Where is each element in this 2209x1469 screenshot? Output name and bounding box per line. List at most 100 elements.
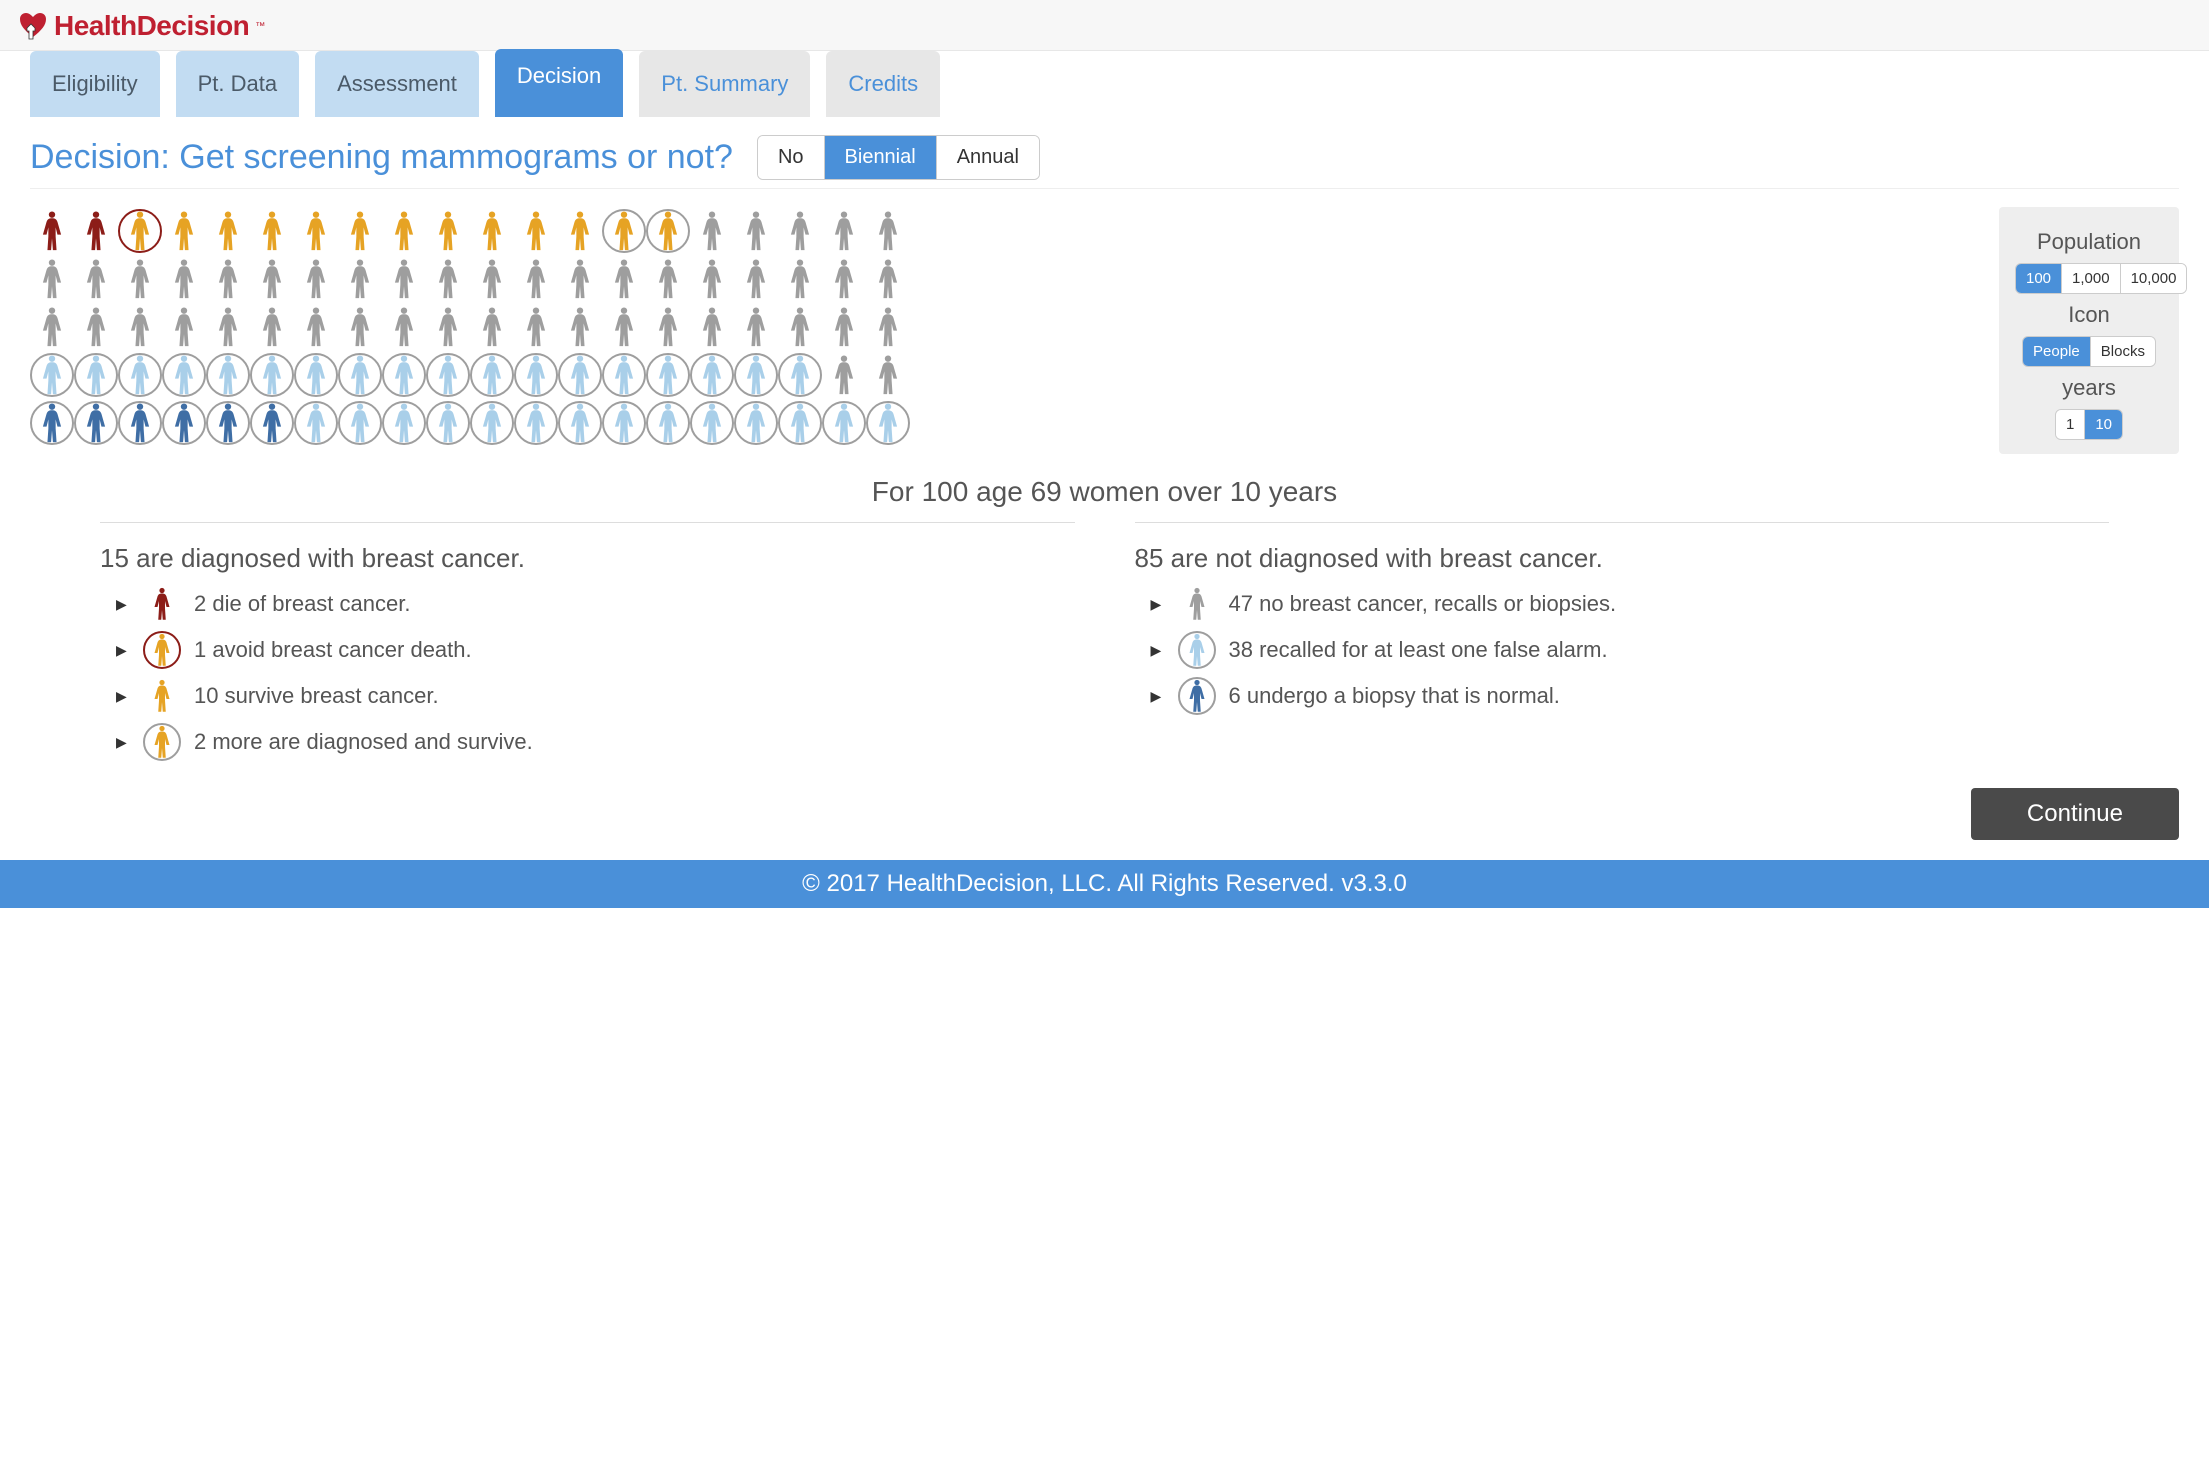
legend-item-text: 47 no breast cancer, recalls or biopsies… (1229, 591, 1617, 617)
content: Decision: Get screening mammograms or no… (0, 117, 2209, 778)
tab-credits[interactable]: Credits (826, 51, 940, 117)
icon-array-person (74, 207, 118, 255)
icon-people[interactable]: People (2023, 337, 2090, 366)
icon-array-person (646, 303, 690, 351)
icon-array-person (382, 255, 426, 303)
icon-array-person (250, 351, 294, 399)
icon-array-person (294, 351, 338, 399)
legend-person-icon (142, 722, 182, 762)
icon-array-person (338, 399, 382, 447)
icon-array-person (470, 255, 514, 303)
years-label: years (2015, 375, 2163, 401)
legend-item[interactable]: ▶ 47 no breast cancer, recalls or biopsie… (1135, 584, 2110, 624)
years-10[interactable]: 10 (2084, 410, 2122, 439)
icon-array-person (690, 351, 734, 399)
icon-array-person (646, 351, 690, 399)
legend-item[interactable]: ▶2 more are diagnosed and survive. (100, 722, 1075, 762)
headline-row: Decision: Get screening mammograms or no… (30, 135, 2179, 189)
icon-array-person (162, 351, 206, 399)
icon-array-person (470, 303, 514, 351)
frequency-toggle: No Biennial Annual (757, 135, 1040, 180)
icon-label: Icon (2015, 302, 2163, 328)
expand-icon: ▶ (1151, 688, 1165, 705)
icon-array-person (426, 399, 470, 447)
years-1[interactable]: 1 (2056, 410, 2084, 439)
legend-item[interactable]: ▶1 avoid breast cancer death. (100, 630, 1075, 670)
icon-array-person (822, 207, 866, 255)
icon-array-person (30, 255, 74, 303)
continue-button[interactable]: Continue (1971, 788, 2179, 840)
icon-array-person (30, 399, 74, 447)
icon-array-person (822, 399, 866, 447)
icon-array-person (558, 207, 602, 255)
icon-array-person (206, 399, 250, 447)
icon-array-person (118, 351, 162, 399)
legend-item[interactable]: ▶38 recalled for at least one false alar… (1135, 630, 2110, 670)
tab-bar: Eligibility Pt. Data Assessment Decision… (0, 51, 2209, 117)
legend-person-icon (142, 630, 182, 670)
legend-item[interactable]: ▶6 undergo a biopsy that is normal. (1135, 676, 2110, 716)
icon-array-person (206, 351, 250, 399)
icon-array-person (294, 303, 338, 351)
icon-array-person (30, 207, 74, 255)
icon-array-person (118, 207, 162, 255)
population-caption: For 100 age 69 women over 10 years (30, 476, 2179, 508)
legend-item-text: 2 die of breast cancer. (194, 591, 410, 617)
icon-array-person (778, 255, 822, 303)
freq-biennial[interactable]: Biennial (824, 136, 936, 179)
icon-array-person (426, 351, 470, 399)
icon-array-person (426, 303, 470, 351)
expand-icon: ▶ (116, 596, 130, 613)
icon-array-person (866, 351, 910, 399)
icon-array-person (382, 303, 426, 351)
footer: © 2017 HealthDecision, LLC. All Rights R… (0, 860, 2209, 908)
icon-array-person (470, 207, 514, 255)
pop-10000[interactable]: 10,000 (2120, 264, 2187, 293)
icon-array-person (338, 303, 382, 351)
legend-not-diagnosed-col: 85 are not diagnosed with breast cancer.… (1135, 522, 2110, 768)
icon-array-person (74, 255, 118, 303)
icon-array-person (514, 399, 558, 447)
legend-person-icon (1177, 630, 1217, 670)
icon-array-person (734, 303, 778, 351)
icon-array-person (734, 255, 778, 303)
icon-array-person (602, 399, 646, 447)
icon-array-person (646, 399, 690, 447)
icon-array-person (162, 255, 206, 303)
brand-tm: ™ (255, 21, 265, 32)
icon-array-person (822, 351, 866, 399)
pop-1000[interactable]: 1,000 (2061, 264, 2120, 293)
freq-annual[interactable]: Annual (936, 136, 1039, 179)
icon-array-person (602, 303, 646, 351)
icon-array-person (382, 351, 426, 399)
icon-blocks[interactable]: Blocks (2090, 337, 2155, 366)
continue-row: Continue (0, 778, 2209, 860)
icon-array-person (118, 303, 162, 351)
icon-array-person (294, 399, 338, 447)
icon-array-person (382, 207, 426, 255)
population-toggle: 100 1,000 10,000 (2015, 263, 2187, 294)
icon-array-person (778, 351, 822, 399)
tab-ptsummary[interactable]: Pt. Summary (639, 51, 810, 117)
pop-100[interactable]: 100 (2016, 264, 2061, 293)
tab-eligibility[interactable]: Eligibility (30, 51, 160, 117)
legend-diagnosed-col: 15 are diagnosed with breast cancer. ▶2 … (100, 522, 1075, 768)
legend-item[interactable]: ▶ 2 die of breast cancer. (100, 584, 1075, 624)
legend-person-icon (1177, 676, 1217, 716)
tab-assessment[interactable]: Assessment (315, 51, 479, 117)
brand: HealthDecision ™ (18, 10, 2191, 42)
icon-array-person (558, 303, 602, 351)
expand-icon: ▶ (1151, 596, 1165, 613)
legend-item[interactable]: ▶10 survive breast cancer. (100, 676, 1075, 716)
freq-no[interactable]: No (758, 136, 824, 179)
icon-array-person (778, 303, 822, 351)
tab-decision[interactable]: Decision (495, 49, 623, 117)
icon-array-wrap (30, 207, 1969, 447)
legend-person-icon (142, 584, 182, 624)
expand-icon: ▶ (116, 688, 130, 705)
years-toggle: 1 10 (2055, 409, 2123, 440)
icon-array-person (382, 399, 426, 447)
legend-diagnosed-head: 15 are diagnosed with breast cancer. (100, 543, 1075, 574)
icon-array-person (206, 255, 250, 303)
tab-ptdata[interactable]: Pt. Data (176, 51, 299, 117)
